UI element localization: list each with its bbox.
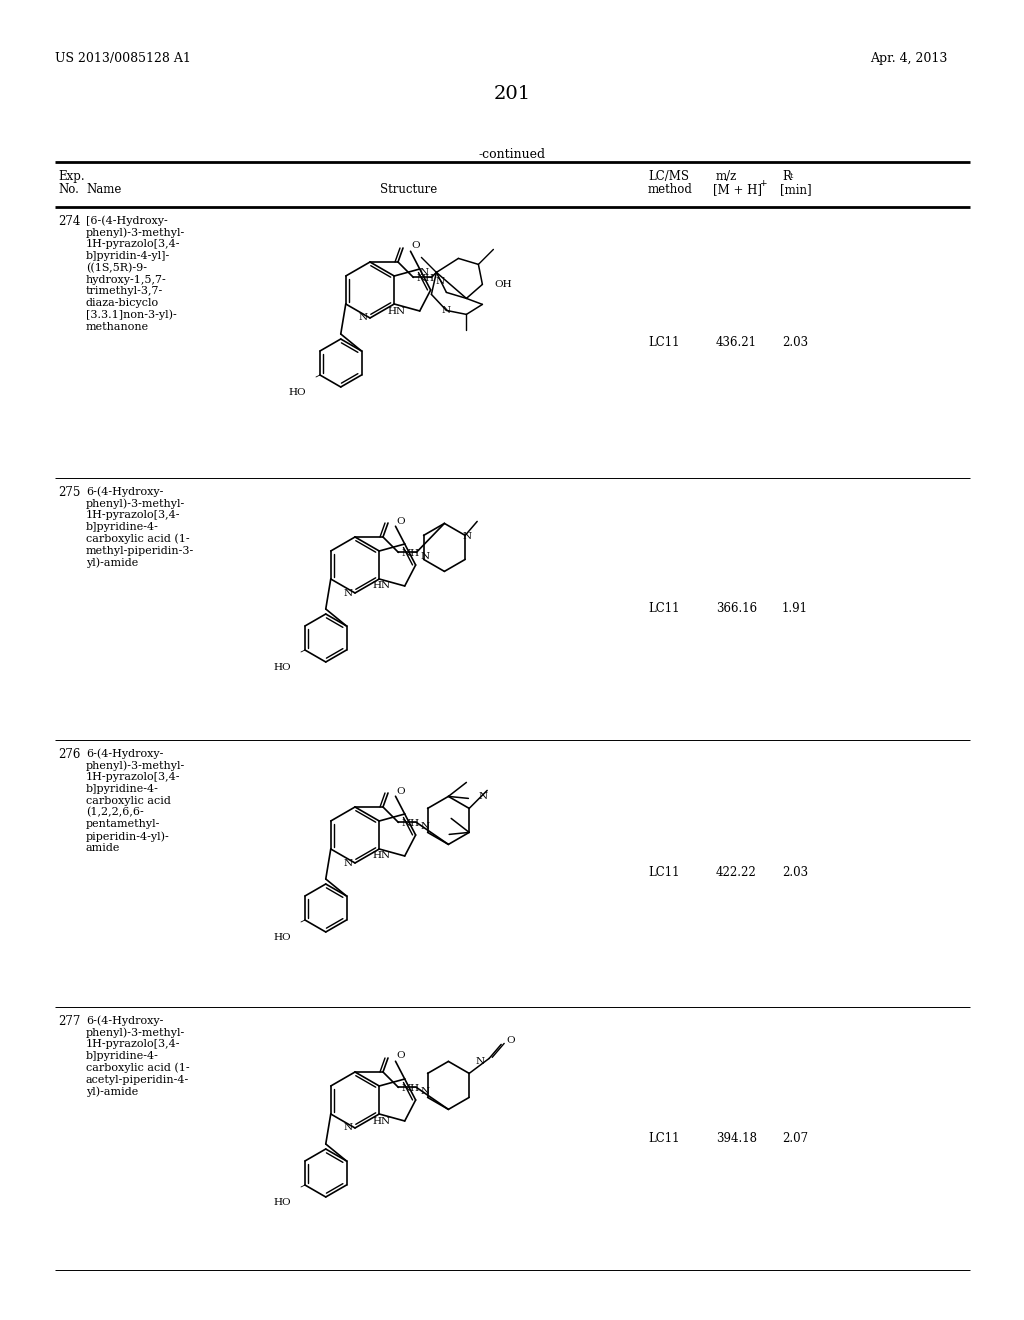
Text: 366.16: 366.16 <box>716 602 757 615</box>
Text: HO: HO <box>273 663 291 672</box>
Text: NH: NH <box>417 275 434 284</box>
Text: Exp.: Exp. <box>58 170 85 183</box>
Text: [M + H]: [M + H] <box>713 183 762 195</box>
Text: 6-(4-Hydroxy-
phenyl)-3-methyl-
1H-pyrazolo[3,4-
b]pyridine-4-
carboxylic acid
(: 6-(4-Hydroxy- phenyl)-3-methyl- 1H-pyraz… <box>86 748 185 853</box>
Text: N: N <box>478 792 487 801</box>
Text: +: + <box>759 180 767 187</box>
Text: N: N <box>421 822 430 832</box>
Text: N: N <box>421 552 430 561</box>
Text: N: N <box>463 532 472 541</box>
Text: N: N <box>475 1057 484 1067</box>
Text: 274: 274 <box>58 215 80 228</box>
Text: method: method <box>648 183 693 195</box>
Text: No.: No. <box>58 183 79 195</box>
Text: NH: NH <box>401 1085 420 1093</box>
Text: HO: HO <box>273 933 291 942</box>
Text: [min]: [min] <box>780 183 812 195</box>
Text: LC11: LC11 <box>648 1131 680 1144</box>
Text: 1.91: 1.91 <box>782 602 808 615</box>
Text: N: N <box>435 277 444 286</box>
Text: NH: NH <box>401 820 420 829</box>
Text: 275: 275 <box>58 486 80 499</box>
Text: 2.03: 2.03 <box>782 335 808 348</box>
Text: LC/MS: LC/MS <box>648 170 689 183</box>
Text: LC11: LC11 <box>648 866 680 879</box>
Text: N: N <box>343 1123 352 1133</box>
Text: N: N <box>343 589 352 598</box>
Text: 6-(4-Hydroxy-
phenyl)-3-methyl-
1H-pyrazolo[3,4-
b]pyridine-4-
carboxylic acid (: 6-(4-Hydroxy- phenyl)-3-methyl- 1H-pyraz… <box>86 486 195 568</box>
Text: Name: Name <box>86 183 122 195</box>
Text: 436.21: 436.21 <box>716 335 757 348</box>
Text: 276: 276 <box>58 748 80 762</box>
Text: OH: OH <box>495 280 512 289</box>
Text: 6-(4-Hydroxy-
phenyl)-3-methyl-
1H-pyrazolo[3,4-
b]pyridine-4-
carboxylic acid (: 6-(4-Hydroxy- phenyl)-3-methyl- 1H-pyraz… <box>86 1015 189 1097</box>
Text: LC11: LC11 <box>648 602 680 615</box>
Text: N: N <box>358 314 368 322</box>
Text: N: N <box>421 1086 430 1096</box>
Text: 2.07: 2.07 <box>782 1131 808 1144</box>
Text: N: N <box>419 268 428 277</box>
Text: R: R <box>782 170 791 183</box>
Text: O: O <box>411 242 420 251</box>
Text: HO: HO <box>289 388 306 397</box>
Text: HN: HN <box>388 306 406 315</box>
Text: Apr. 4, 2013: Apr. 4, 2013 <box>870 51 947 65</box>
Text: NH: NH <box>401 549 420 558</box>
Text: HN: HN <box>373 851 391 861</box>
Text: N: N <box>343 858 352 867</box>
Text: O: O <box>506 1036 515 1045</box>
Text: LC11: LC11 <box>648 335 680 348</box>
Text: t: t <box>790 172 794 180</box>
Text: 201: 201 <box>494 84 530 103</box>
Text: HN: HN <box>373 1117 391 1126</box>
Text: O: O <box>396 787 404 796</box>
Text: m/z: m/z <box>716 170 737 183</box>
Text: O: O <box>396 1052 404 1060</box>
Text: 422.22: 422.22 <box>716 866 757 879</box>
Text: O: O <box>396 516 404 525</box>
Text: 2.03: 2.03 <box>782 866 808 879</box>
Text: [6-(4-Hydroxy-
phenyl)-3-methyl-
1H-pyrazolo[3,4-
b]pyridin-4-yl]-
((1S,5R)-9-
h: [6-(4-Hydroxy- phenyl)-3-methyl- 1H-pyra… <box>86 215 185 331</box>
Text: US 2013/0085128 A1: US 2013/0085128 A1 <box>55 51 190 65</box>
Text: 394.18: 394.18 <box>716 1131 757 1144</box>
Text: 277: 277 <box>58 1015 80 1028</box>
Text: Structure: Structure <box>380 183 437 195</box>
Text: HO: HO <box>273 1199 291 1206</box>
Text: -continued: -continued <box>478 148 546 161</box>
Text: N: N <box>441 306 451 315</box>
Text: HN: HN <box>373 582 391 590</box>
